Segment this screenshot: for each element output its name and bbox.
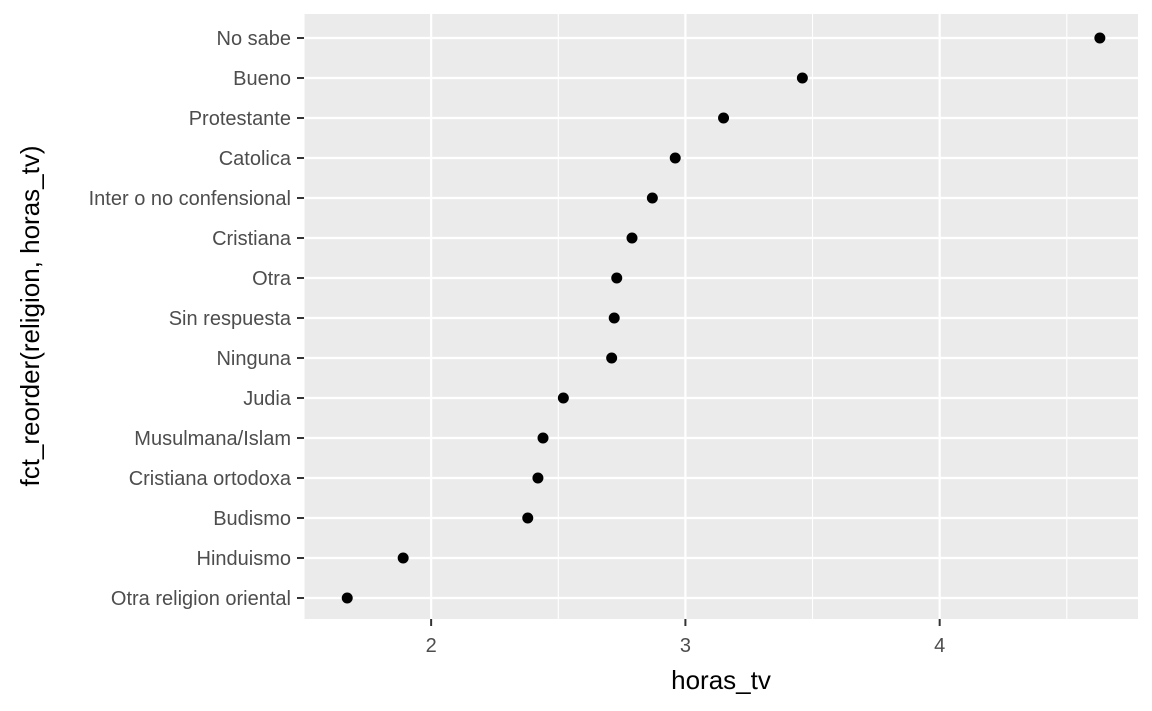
y-tick-label: Inter o no confensional [89,188,291,210]
y-tick-label: Hinduismo [197,548,291,570]
data-point [537,432,549,444]
data-point [646,192,658,204]
x-axis-title: horas_tv [671,665,771,695]
x-axis: 2 3 4 [426,619,945,657]
x-tick-label: 4 [934,635,945,657]
x-tick-label: 2 [426,635,437,657]
data-point [608,312,620,324]
data-point [397,552,409,564]
y-tick-label: Judia [243,388,292,410]
data-point [522,512,534,524]
data-point [718,112,730,124]
data-point [1094,32,1106,44]
y-tick-label: Ninguna [216,348,291,370]
y-tick-label: Catolica [219,148,292,170]
data-point [626,232,638,244]
data-point [669,152,681,164]
y-tick-label: No sabe [217,28,292,50]
y-tick-label: Bueno [233,68,291,90]
data-point [796,72,808,84]
y-tick-label: Budismo [213,508,291,530]
data-points [341,32,1106,604]
y-tick-label: Cristiana ortodoxa [129,468,292,490]
x-tick-label: 3 [680,635,691,657]
y-axis: Otra religion oriental Hinduismo Budismo Cr… [89,28,304,610]
data-point [611,272,623,284]
y-tick-label: Cristiana [212,228,292,250]
data-point [606,352,618,364]
plot-panel [304,14,1138,619]
data-point [341,592,353,604]
data-point [532,472,544,484]
y-tick-label: Otra religion oriental [111,588,291,610]
y-tick-label: Protestante [189,108,291,130]
y-axis-title: fct_reorder(religion, horas_tv) [15,145,45,486]
data-point [557,392,569,404]
y-tick-label: Otra [252,268,292,290]
y-tick-label: Sin respuesta [169,308,292,330]
major-gridlines [304,14,1138,619]
y-tick-label: Musulmana/Islam [134,428,291,450]
